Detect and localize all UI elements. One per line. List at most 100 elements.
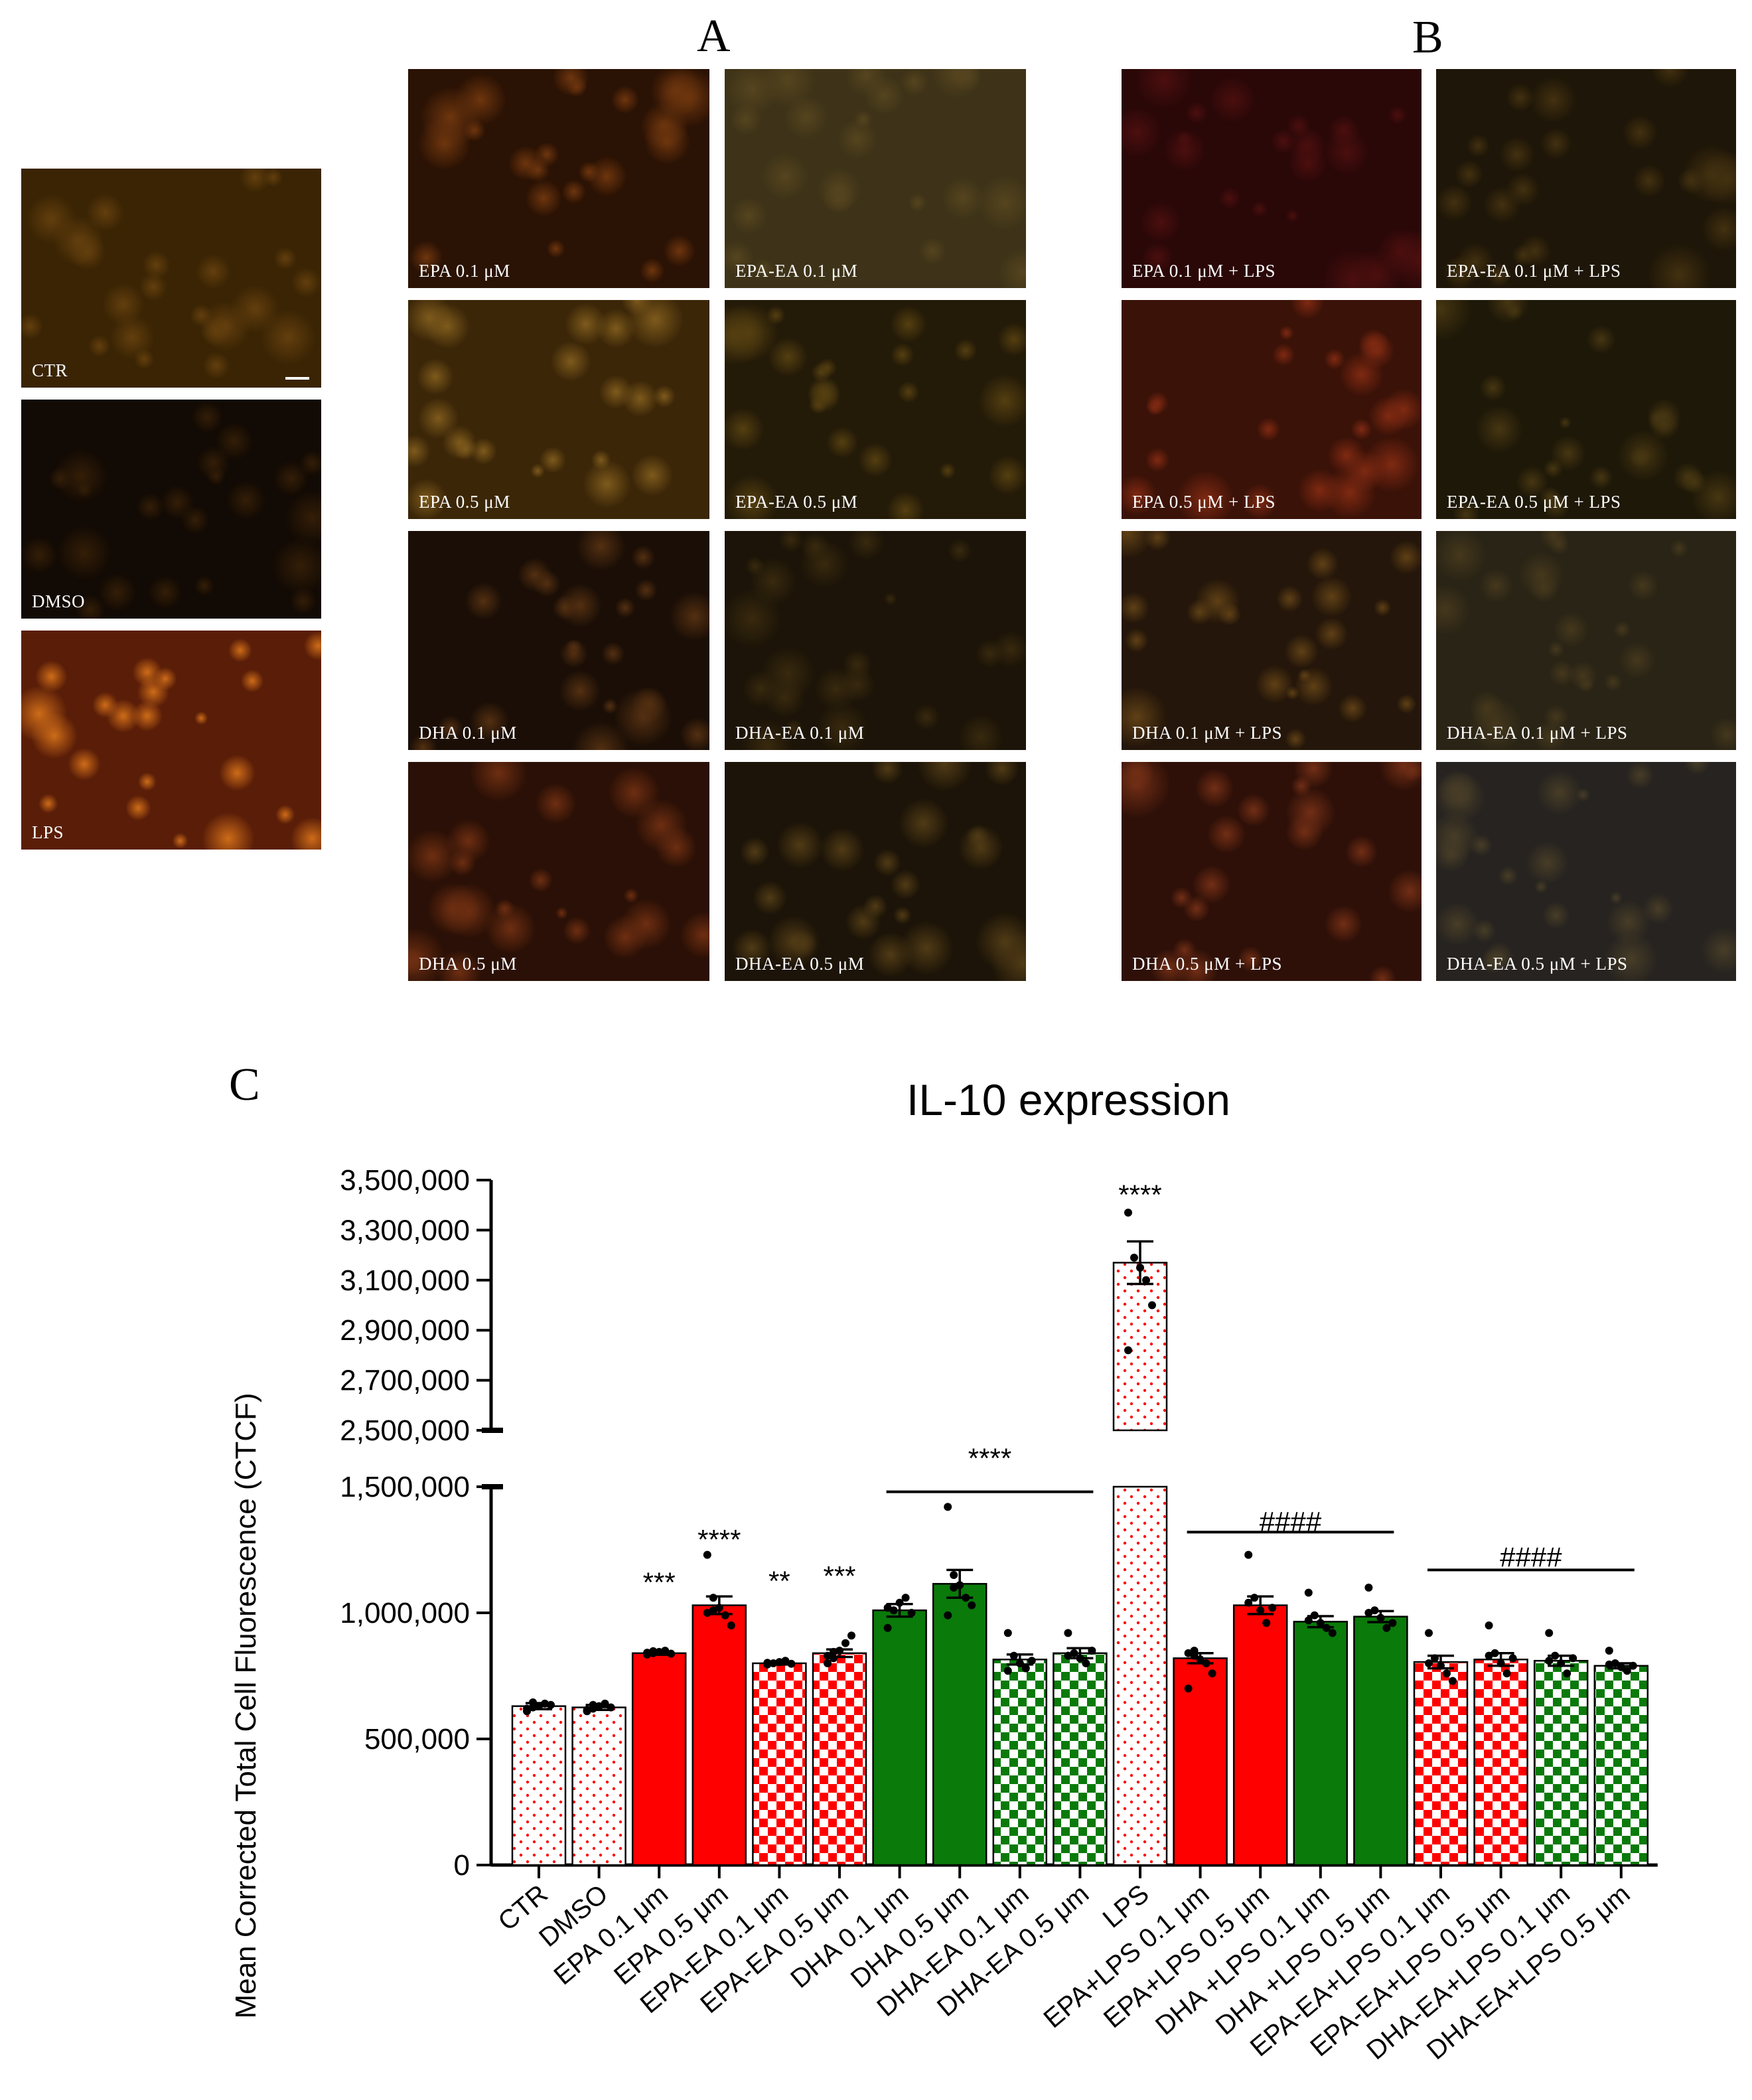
data-point <box>1322 1623 1331 1632</box>
data-point <box>841 1639 849 1647</box>
micrograph-a-1-0: EPA 0.5 μM <box>408 300 709 519</box>
data-point <box>1502 1669 1511 1678</box>
data-point <box>1190 1647 1199 1655</box>
micrograph-label: LPS <box>32 822 64 842</box>
data-point <box>1623 1667 1631 1675</box>
data-point <box>1148 1301 1156 1310</box>
panel-label-c: C <box>229 1059 260 1110</box>
micrograph-label: EPA-EA 0.1 μM <box>735 261 858 281</box>
data-point <box>1328 1629 1337 1637</box>
data-point <box>715 1604 723 1612</box>
data-point <box>1557 1659 1566 1667</box>
data-point <box>643 1649 652 1657</box>
data-point <box>1015 1659 1024 1667</box>
bar <box>511 1705 567 1866</box>
data-point <box>1508 1654 1517 1663</box>
y-tick-label: 3,100,000 <box>340 1264 470 1297</box>
data-point <box>547 1700 555 1709</box>
data-point <box>1003 1667 1012 1675</box>
data-point <box>830 1647 838 1656</box>
micrograph-label: DHA-EA 0.1 μM + LPS <box>1447 723 1628 743</box>
significance-label: *** <box>823 1560 855 1592</box>
il10-bar-chart: IL-10 expression Mean Corrected Total Ce… <box>230 1075 1658 2065</box>
data-point <box>1425 1629 1433 1637</box>
micrograph-label: DHA 0.1 μM <box>419 723 517 743</box>
micrograph-b-3-0: DHA 0.5 μM + LPS <box>1122 762 1422 981</box>
data-point <box>1244 1598 1253 1607</box>
micrograph-lps: LPS <box>21 631 321 850</box>
data-point <box>1304 1588 1313 1597</box>
micrograph-b-2-0: DHA 0.1 μM + LPS <box>1122 531 1422 750</box>
bar <box>1053 1652 1108 1866</box>
data-point <box>889 1606 898 1615</box>
bar <box>1173 1657 1228 1866</box>
micrograph-label: EPA 0.1 μM + LPS <box>1132 261 1276 281</box>
data-point <box>836 1647 843 1655</box>
data-point <box>529 1698 537 1706</box>
data-point <box>1202 1659 1210 1667</box>
micrograph-label: DMSO <box>32 591 86 611</box>
data-point <box>1304 1616 1313 1625</box>
data-point <box>1208 1669 1216 1678</box>
data-point <box>535 1702 543 1710</box>
micrograph-b-0-0: EPA 0.1 μM + LPS <box>1122 69 1422 288</box>
data-point <box>1064 1651 1072 1660</box>
data-point <box>1629 1661 1637 1670</box>
bar <box>812 1652 867 1866</box>
y-tick-label: 0 <box>454 1849 470 1882</box>
data-point <box>950 1571 958 1579</box>
micrograph-b-0-1: EPA-EA 0.1 μM + LPS <box>1436 69 1736 288</box>
data-point <box>595 1702 603 1710</box>
data-point <box>1605 1660 1613 1669</box>
significance-label: **** <box>697 1524 741 1555</box>
micrograph-label: EPA 0.5 μM + LPS <box>1132 492 1276 512</box>
micrograph-a-1-1: EPA-EA 0.5 μM <box>725 300 1026 519</box>
data-point <box>1082 1659 1090 1667</box>
data-point <box>1009 1651 1018 1660</box>
significance-label: #### <box>1260 1506 1322 1537</box>
bar <box>1232 1604 1288 1866</box>
micrograph-b-1-0: EPA 0.5 μM + LPS <box>1122 300 1422 519</box>
data-point <box>1617 1663 1625 1671</box>
data-point <box>1545 1629 1554 1637</box>
data-point <box>1244 1550 1253 1559</box>
panel-label-a: A <box>697 11 731 62</box>
data-point <box>1563 1669 1571 1678</box>
data-point <box>1370 1606 1379 1615</box>
micrograph-a-3-0: DHA 0.5 μM <box>408 762 709 981</box>
micrograph-label: DHA 0.5 μM <box>419 954 517 974</box>
bar <box>752 1662 807 1866</box>
data-point <box>589 1700 597 1709</box>
micrograph-label: EPA 0.5 μM <box>419 492 510 512</box>
data-point <box>1485 1621 1493 1629</box>
micrograph-b-2-1: DHA-EA 0.1 μM + LPS <box>1436 531 1736 750</box>
data-point <box>775 1658 784 1667</box>
data-point <box>667 1649 676 1658</box>
data-point <box>1256 1606 1265 1615</box>
data-point <box>883 1604 892 1612</box>
micrograph-label: DHA-EA 0.1 μM <box>735 723 865 743</box>
data-point <box>962 1594 970 1602</box>
data-point <box>769 1659 778 1667</box>
data-point <box>703 1609 711 1617</box>
data-point <box>1382 1623 1391 1632</box>
data-point <box>1196 1655 1204 1664</box>
data-point <box>1130 1253 1138 1262</box>
data-point <box>1250 1594 1259 1602</box>
significance-label: #### <box>1500 1541 1562 1572</box>
bar <box>1533 1659 1589 1866</box>
micrograph-a-0-1: EPA-EA 0.1 μM <box>725 69 1026 288</box>
data-point <box>1184 1685 1193 1692</box>
data-point <box>830 1654 838 1663</box>
bar <box>872 1609 927 1866</box>
y-tick-label: 500,000 <box>364 1723 470 1756</box>
significance-label: **** <box>1118 1179 1161 1211</box>
data-point <box>1443 1669 1451 1678</box>
micrograph-b-3-1: DHA-EA 0.5 μM + LPS <box>1436 762 1736 981</box>
bar <box>1353 1615 1408 1866</box>
bar <box>932 1583 987 1866</box>
micrograph-label: EPA 0.1 μM <box>419 261 510 281</box>
data-point <box>1491 1649 1499 1657</box>
data-point <box>950 1584 958 1592</box>
data-point <box>1497 1659 1505 1667</box>
